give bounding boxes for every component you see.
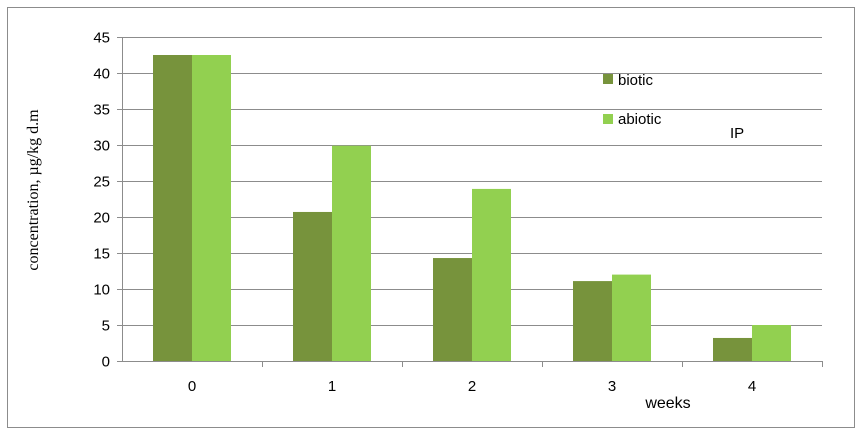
axes: [117, 37, 823, 367]
legend-label-abiotic: abiotic: [618, 111, 662, 128]
tick-labels: 0 5 10 15 20 25 30 35 40 45 0 1 2 3 4: [93, 30, 756, 396]
legend-swatch-biotic: [603, 74, 613, 84]
gridlines: [122, 37, 822, 326]
y-tick-label: 35: [93, 102, 110, 119]
y-tick-label: 15: [93, 246, 110, 263]
bar-biotic-4: [713, 337, 752, 361]
bar-biotic-0: [153, 55, 192, 361]
x-tick-label: 4: [748, 378, 756, 395]
y-tick-label: 25: [93, 174, 110, 191]
legend-label-biotic: biotic: [618, 72, 654, 89]
y-tick-label: 30: [93, 138, 110, 155]
x-axis-title: weeks: [644, 395, 690, 412]
y-tick-label: 20: [93, 210, 110, 227]
y-tick-label: 0: [102, 354, 110, 371]
bar-abiotic-3: [612, 274, 651, 361]
bar-abiotic-4: [752, 325, 791, 361]
y-tick-label: 10: [93, 282, 110, 299]
bar-biotic-1: [293, 211, 332, 361]
legend-swatch-abiotic: [603, 114, 613, 124]
y-axis-title: concentration, µg/kg d.m: [25, 109, 42, 271]
y-tick-label: 5: [102, 318, 110, 335]
y-tick-label: 40: [93, 66, 110, 83]
x-tick-label: 1: [328, 378, 336, 395]
x-tick-label: 0: [188, 378, 196, 395]
bars: [153, 55, 791, 361]
bar-biotic-2: [433, 258, 472, 361]
x-tick-label: 2: [468, 378, 476, 395]
bar-abiotic-1: [332, 145, 371, 361]
x-tick-label: 3: [608, 378, 616, 395]
bar-abiotic-0: [192, 55, 231, 361]
bar-abiotic-2: [472, 188, 511, 361]
legend: biotic abiotic: [603, 72, 662, 128]
chart-annotation: IP: [730, 125, 744, 142]
y-tick-label: 45: [93, 30, 110, 47]
bar-biotic-3: [573, 281, 612, 361]
